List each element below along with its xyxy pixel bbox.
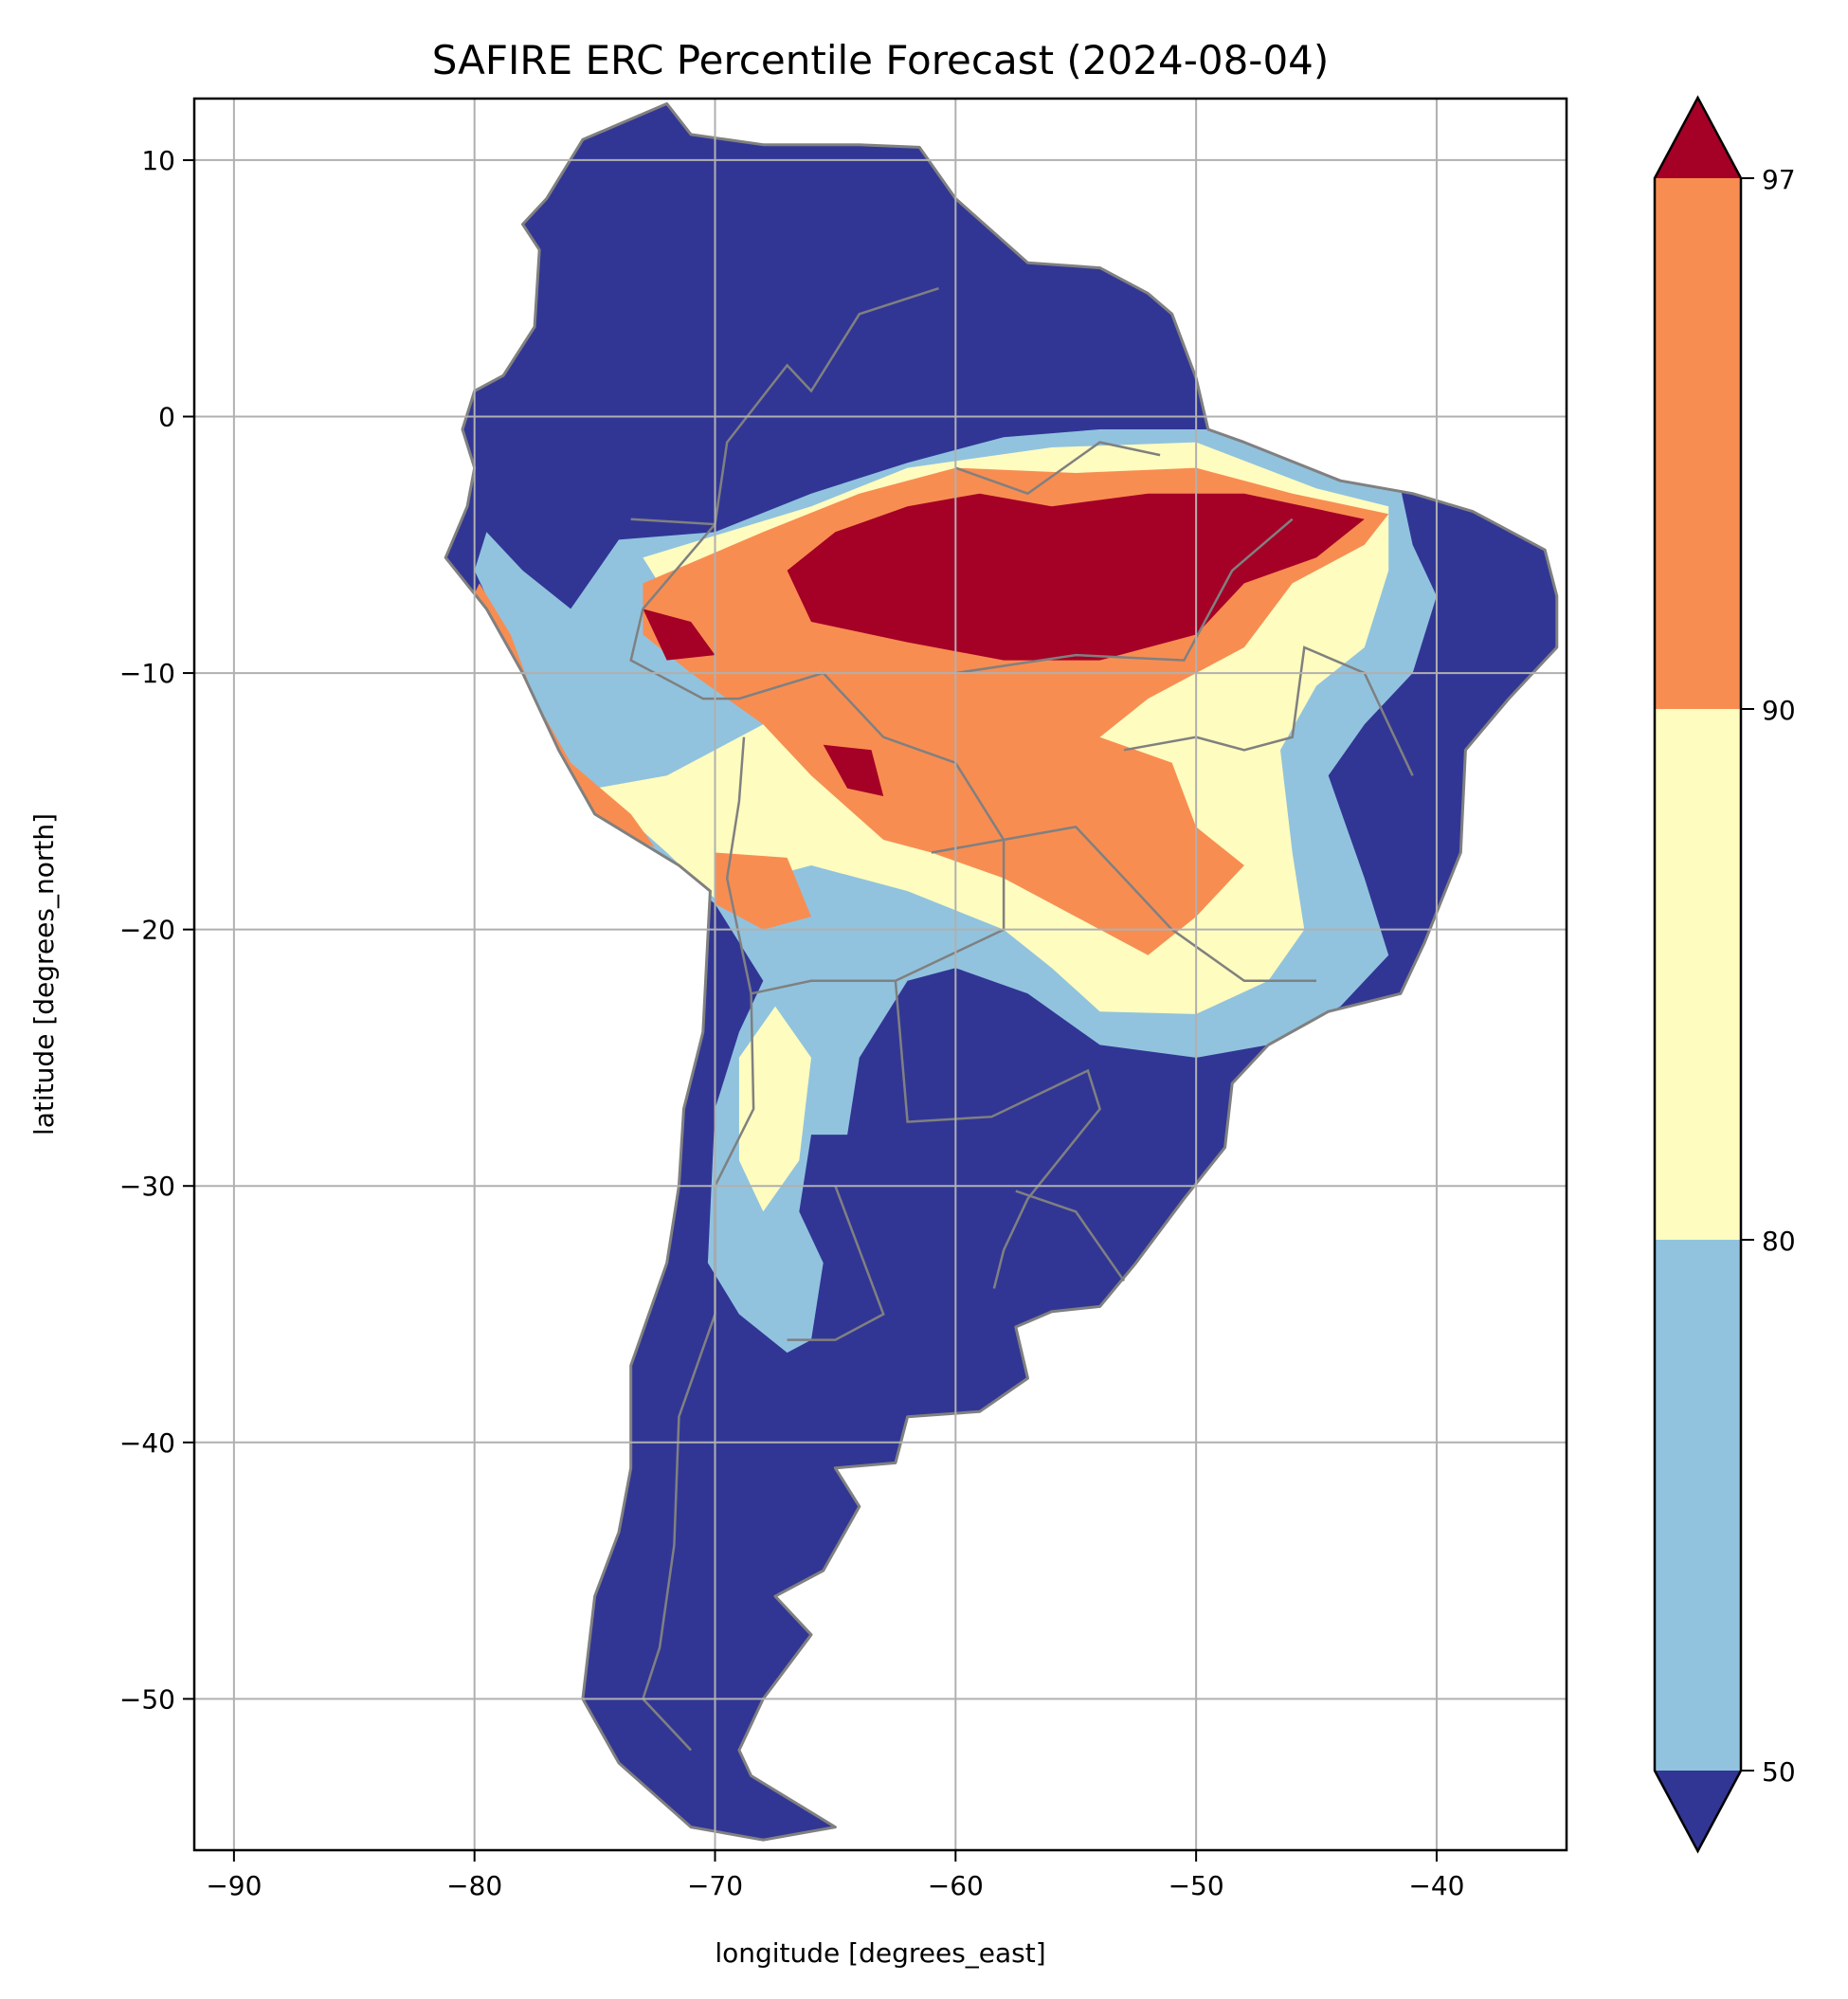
x-axis-ticks: −90 −80 −70 −60 −50 −40 — [206, 1850, 1464, 1901]
colorbar-band — [1655, 1240, 1741, 1771]
x-tick-label: −50 — [1169, 1870, 1224, 1901]
chart-title: SAFIRE ERC Percentile Forecast (2024-08-… — [432, 37, 1330, 83]
country-border — [954, 441, 1161, 496]
y-tick-label: −50 — [119, 1683, 175, 1715]
y-tick-label: −20 — [119, 915, 175, 946]
colorbar-band — [1655, 709, 1741, 1240]
colorbar-extend-bottom — [1655, 1771, 1741, 1851]
x-axis-label: longitude [degrees_east] — [715, 1937, 1045, 1969]
y-tick-label: 10 — [141, 145, 175, 176]
colorbar-extend-top — [1655, 98, 1741, 178]
region-above-97-acre — [643, 609, 716, 661]
axes-frame — [192, 97, 1568, 1852]
x-tick-label: −80 — [446, 1870, 502, 1901]
region-above-97-bolivia — [823, 744, 884, 796]
country-border — [787, 1185, 885, 1341]
region-above-97 — [787, 493, 1365, 661]
coastline — [444, 101, 1559, 1842]
region-90-97-bolivia — [715, 852, 811, 930]
country-border — [894, 980, 1101, 1289]
country-border — [641, 993, 755, 1752]
country-border — [1015, 1190, 1126, 1282]
y-axis-label: latitude [degrees_north] — [28, 813, 60, 1136]
x-tick-label: −70 — [687, 1870, 743, 1901]
map-plot-area — [444, 101, 1559, 1842]
colorbar-band — [1655, 178, 1741, 709]
colorbar-tick-label: 80 — [1762, 1226, 1796, 1257]
y-tick-label: −30 — [119, 1171, 175, 1202]
y-tick-label: −10 — [119, 658, 175, 689]
country-border — [931, 826, 1316, 983]
x-tick-label: −40 — [1408, 1870, 1464, 1901]
country-border — [629, 523, 1006, 995]
x-tick-label: −90 — [206, 1870, 262, 1901]
country-border — [955, 518, 1294, 675]
colorbar: 50 80 90 97 — [1653, 95, 1796, 1854]
y-tick-label: 0 — [158, 402, 175, 433]
region-90-97-peru-coast — [467, 583, 656, 848]
x-tick-label: −60 — [928, 1870, 984, 1901]
y-tick-label: −40 — [119, 1427, 175, 1459]
y-axis-ticks: 10 0 −10 −20 −30 −40 −50 — [119, 145, 194, 1715]
colorbar-tick-label: 90 — [1762, 695, 1796, 726]
gridlines — [194, 99, 1567, 1850]
colorbar-tick-label: 50 — [1762, 1756, 1796, 1788]
region-80-90-argentina — [738, 1006, 811, 1212]
colorbar-tick-label: 97 — [1762, 164, 1796, 195]
